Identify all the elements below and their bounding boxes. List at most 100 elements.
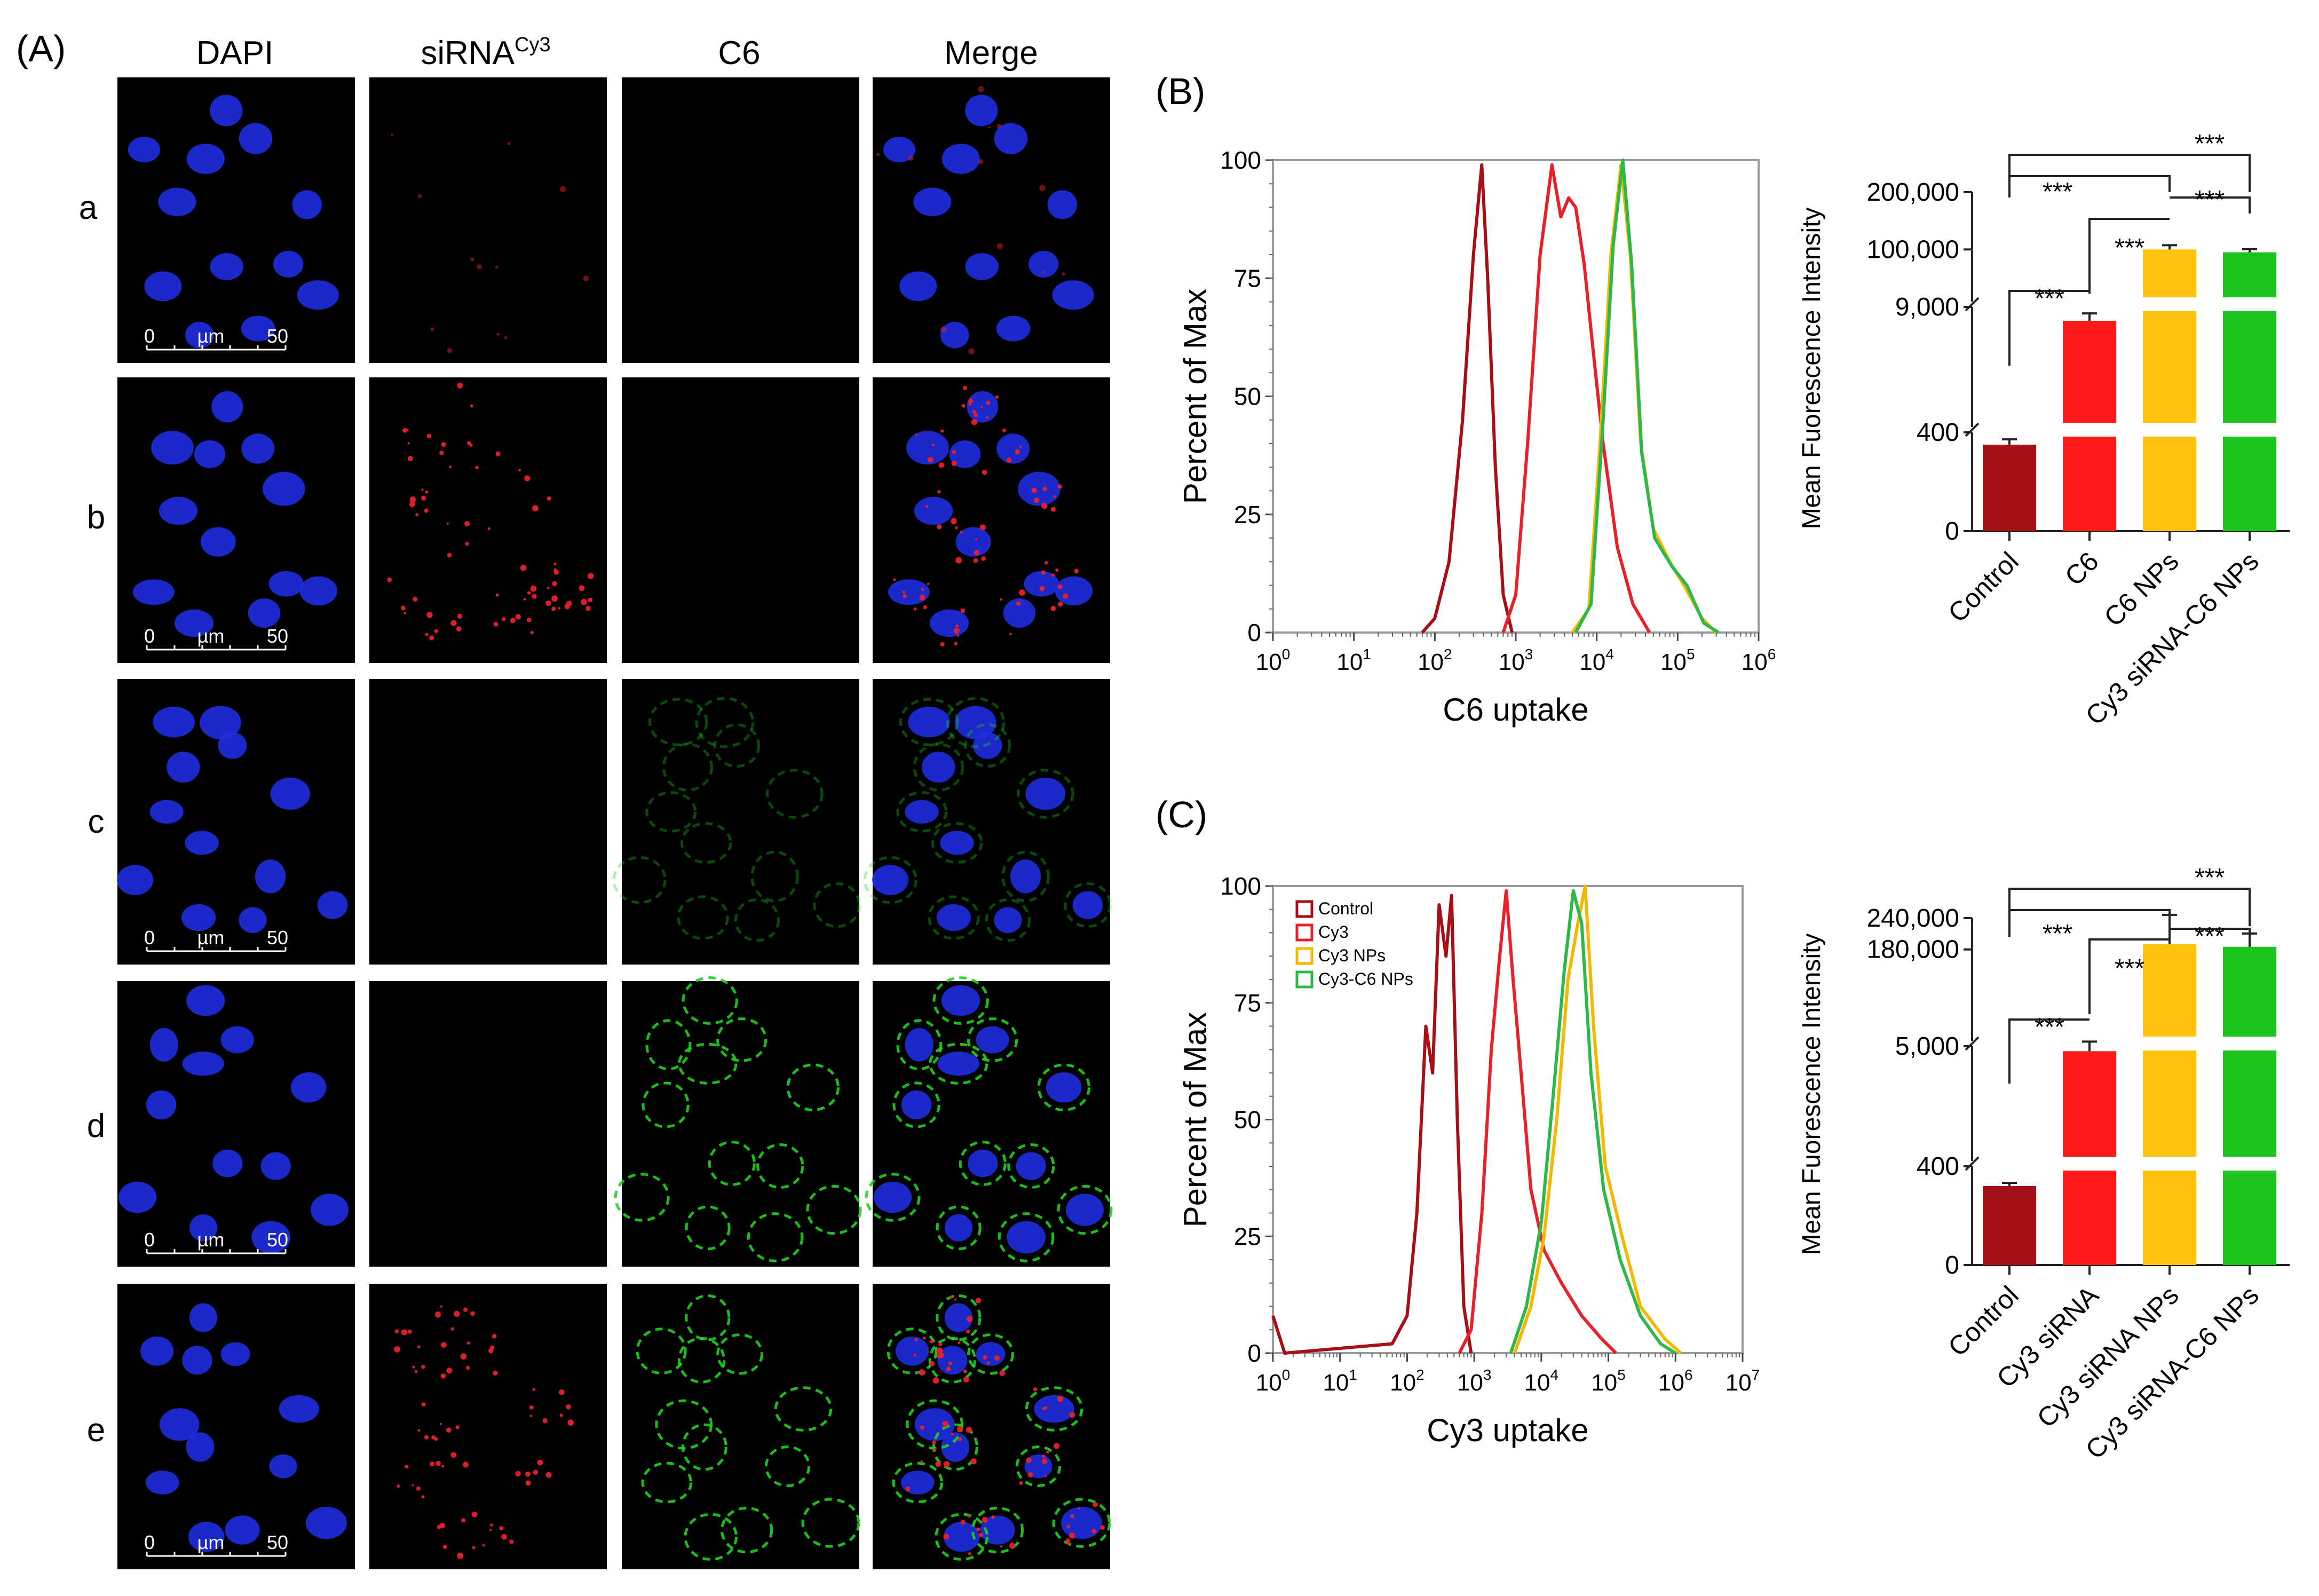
- nucleus: [906, 431, 949, 465]
- plot-frame: [1272, 885, 1744, 1354]
- series-line-2: [1513, 884, 1682, 1355]
- sirna-spot: [903, 594, 907, 598]
- sirna-spot: [547, 587, 550, 589]
- sirna-spot: [429, 635, 434, 641]
- nucleus: [976, 1342, 1006, 1366]
- sirna-spot: [966, 1329, 970, 1334]
- sirna-spot: [1000, 1545, 1003, 1548]
- axis-break: [1965, 1156, 1980, 1171]
- x-tick-label: 103: [1499, 646, 1533, 675]
- sirna-spot: [968, 348, 975, 355]
- sirna-spot: [467, 441, 471, 446]
- c6-signal: [747, 1212, 804, 1262]
- sirna-spot: [530, 630, 534, 635]
- sirna-spot: [436, 1460, 441, 1466]
- sirna-spot: [963, 1377, 969, 1382]
- sirna-spot: [996, 123, 1002, 129]
- sirna-spot: [501, 617, 506, 621]
- scale-bar: 0 µm 50: [144, 1229, 288, 1254]
- sirna-spot: [440, 1342, 447, 1348]
- sirna-spot: [467, 1341, 470, 1345]
- nucleus: [888, 579, 930, 605]
- sirna-spot: [1066, 1540, 1071, 1545]
- nucleus: [146, 1090, 177, 1120]
- tile-background: [117, 77, 355, 363]
- c6-signal: [645, 791, 697, 833]
- sirna-spot: [940, 642, 945, 647]
- c6-signal: [806, 1184, 862, 1235]
- nucleus: [194, 440, 226, 468]
- nucleus: [268, 571, 304, 597]
- image-tile-e-2: [622, 1284, 860, 1569]
- nucleus: [185, 321, 214, 349]
- nucleus: [220, 1342, 250, 1366]
- series-line-1: [1501, 163, 1651, 634]
- sirna-spot: [518, 469, 521, 472]
- sirna-spot: [953, 628, 960, 634]
- c6-signal: [801, 1498, 860, 1548]
- nucleus: [181, 904, 216, 931]
- sirna-spot: [409, 496, 416, 503]
- sirna-spot: [929, 1361, 935, 1366]
- sirna-spot: [463, 1307, 468, 1312]
- panel-label-c: (C): [1155, 794, 1207, 835]
- sirna-spot: [973, 413, 978, 417]
- nucleus: [212, 1149, 243, 1178]
- nucleus: [133, 579, 175, 605]
- sirna-spot: [967, 1316, 973, 1322]
- bar-2: [2143, 944, 2196, 1265]
- x-tick-label: 106: [1742, 646, 1776, 675]
- x-tick-label: 101: [1323, 1366, 1357, 1396]
- sirna-spot: [457, 1552, 464, 1559]
- sirna-spot: [482, 1544, 485, 1547]
- sirna-spot: [501, 1534, 507, 1540]
- nucleus: [1028, 250, 1059, 278]
- sirna-spot: [932, 1377, 939, 1384]
- sirna-spot: [409, 501, 415, 508]
- sirna-spot: [424, 1435, 429, 1440]
- c6-signal: [720, 1506, 773, 1554]
- sirna-spot: [1044, 1474, 1047, 1477]
- sirna-spot: [1041, 502, 1048, 509]
- nucleus: [1061, 1506, 1102, 1539]
- sirna-spot: [1019, 589, 1025, 596]
- x-tick-label: 107: [1726, 1366, 1760, 1396]
- nucleus: [117, 865, 154, 895]
- sirna-spot: [893, 578, 896, 581]
- y-tick-label: 0: [1247, 1339, 1261, 1367]
- y-axis-label: Percent of Max: [1177, 1012, 1213, 1228]
- sirna-spot: [986, 416, 989, 419]
- sirna-spot: [559, 1389, 565, 1395]
- sirna-spot: [434, 1311, 441, 1318]
- image-tile-d-0: 0 µm 50: [117, 981, 355, 1267]
- sirna-spot: [995, 395, 999, 399]
- bar-break-gap: [2062, 423, 2117, 437]
- nucleus: [310, 1194, 349, 1226]
- sirna-spot: [919, 1369, 925, 1376]
- sirna-spot: [1069, 1532, 1075, 1539]
- image-tile-d-3: [865, 976, 1113, 1267]
- bar-break-gap: [2142, 1037, 2197, 1050]
- sirna-spot: [965, 1427, 972, 1433]
- nucleus: [940, 321, 969, 349]
- tile-background: [873, 77, 1110, 363]
- c6-signal: [863, 856, 917, 904]
- nucleus: [248, 598, 281, 628]
- c6-signal: [931, 822, 983, 864]
- sirna-spot: [928, 456, 933, 463]
- sirna-spot: [971, 419, 978, 425]
- sirna-spot: [426, 433, 432, 438]
- sirna-spot: [475, 465, 479, 470]
- axis-break: [1965, 422, 1980, 437]
- sirna-spot: [547, 496, 551, 501]
- sirna-spot: [446, 522, 449, 525]
- sirna-spot: [588, 573, 594, 579]
- sirna-spot: [1070, 1514, 1074, 1519]
- image-tile-b-2: [622, 377, 859, 663]
- x-tick-label: 105: [1660, 646, 1695, 675]
- nucleus: [937, 1052, 979, 1076]
- nucleus: [269, 1454, 297, 1479]
- significance-bracket: [2170, 928, 2251, 945]
- c6-signal: [887, 1328, 938, 1374]
- legend-label: Control: [1318, 899, 1373, 918]
